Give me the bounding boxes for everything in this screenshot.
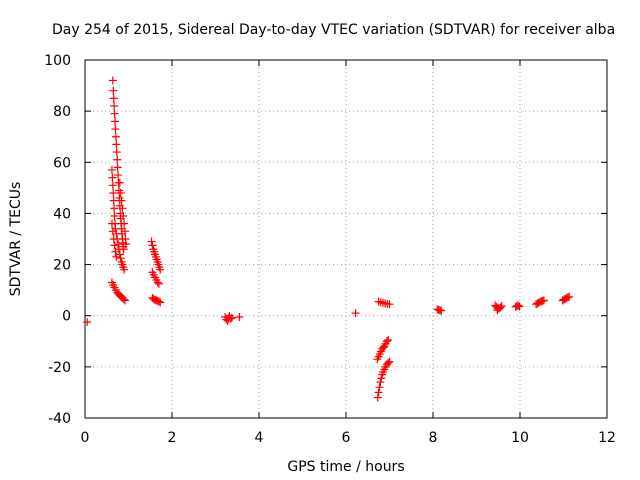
data-point	[117, 196, 126, 205]
data-point	[111, 247, 120, 256]
data-point	[148, 241, 157, 250]
x-tick-label: 6	[342, 430, 351, 446]
data-point	[121, 227, 130, 236]
data-point	[109, 196, 118, 205]
chart-title: Day 254 of 2015, Sidereal Day-to-day VTE…	[52, 22, 615, 38]
data-point	[111, 117, 120, 126]
data-point	[351, 309, 360, 318]
data-point	[120, 265, 129, 274]
data-point	[109, 94, 118, 103]
data-point	[116, 254, 125, 263]
data-point	[375, 383, 384, 392]
y-tick-label: 60	[53, 155, 71, 171]
data-point	[565, 292, 574, 301]
y-axis-label: SDTVAR / TECUs	[8, 182, 24, 297]
data-point	[153, 278, 162, 287]
data-point	[156, 265, 165, 274]
data-point	[112, 148, 121, 157]
x-tick-label: 12	[598, 430, 616, 446]
y-tick-label: 100	[44, 53, 71, 69]
data-point	[515, 302, 524, 311]
y-tick-label: -40	[48, 411, 71, 427]
data-point	[385, 300, 394, 309]
data-point	[118, 204, 127, 213]
data-point	[147, 237, 156, 246]
data-point	[121, 296, 130, 305]
data-point	[116, 188, 125, 197]
data-point	[109, 188, 118, 197]
data-point	[108, 181, 117, 190]
data-point	[437, 306, 446, 315]
data-point	[108, 76, 117, 85]
data-point	[156, 298, 165, 307]
data-point	[112, 140, 121, 149]
data-point	[514, 301, 523, 310]
data-point	[113, 163, 122, 172]
data-point	[385, 357, 394, 366]
data-point	[115, 178, 124, 187]
data-point	[109, 235, 118, 243]
data-point	[110, 109, 119, 118]
data-point	[373, 393, 382, 402]
x-tick-label: 0	[81, 430, 90, 446]
data-point	[382, 337, 391, 346]
data-point	[107, 219, 116, 228]
data-point	[110, 241, 119, 250]
data-point	[114, 240, 123, 249]
x-tick-label: 10	[511, 430, 529, 446]
data-point	[228, 313, 237, 322]
data-point	[83, 318, 92, 327]
x-tick-label: 4	[255, 430, 264, 446]
axis-ticks: 0 2 4 6 8 10 12 -40 -20 0 20 40 60 80 100	[44, 53, 616, 446]
y-tick-label: 20	[53, 258, 71, 274]
data-point	[110, 102, 119, 111]
data-point	[154, 297, 163, 306]
data-point	[113, 155, 122, 164]
x-tick-label: 2	[168, 430, 177, 446]
data-point	[235, 312, 244, 321]
y-tick-label: -20	[48, 360, 71, 376]
grid	[85, 60, 607, 418]
x-axis-label: GPS time / hours	[287, 459, 404, 475]
y-tick-label: 0	[62, 309, 71, 325]
x-tick-label: 8	[429, 430, 438, 446]
y-tick-label: 80	[53, 104, 71, 120]
data-point	[119, 295, 128, 304]
data-point	[377, 374, 386, 383]
data-point	[107, 165, 116, 174]
data-point	[376, 298, 385, 307]
data-point	[111, 132, 120, 141]
data-point	[119, 211, 128, 220]
data-point	[493, 306, 502, 315]
data-point	[108, 173, 117, 182]
data-point	[110, 211, 119, 220]
data-point	[108, 227, 117, 236]
data-points	[83, 76, 574, 402]
data-point	[539, 296, 548, 305]
data-point	[114, 171, 123, 180]
data-point	[376, 378, 385, 387]
data-point	[384, 359, 393, 368]
data-point	[226, 314, 235, 323]
y-tick-label: 40	[53, 206, 71, 222]
data-point	[120, 219, 129, 228]
data-point	[384, 336, 393, 345]
data-point	[112, 252, 121, 261]
data-point	[374, 388, 383, 397]
data-point	[154, 279, 163, 288]
data-point	[110, 204, 119, 213]
data-point	[121, 240, 130, 249]
data-point	[109, 86, 118, 95]
data-point	[111, 125, 120, 134]
data-point	[497, 301, 506, 310]
